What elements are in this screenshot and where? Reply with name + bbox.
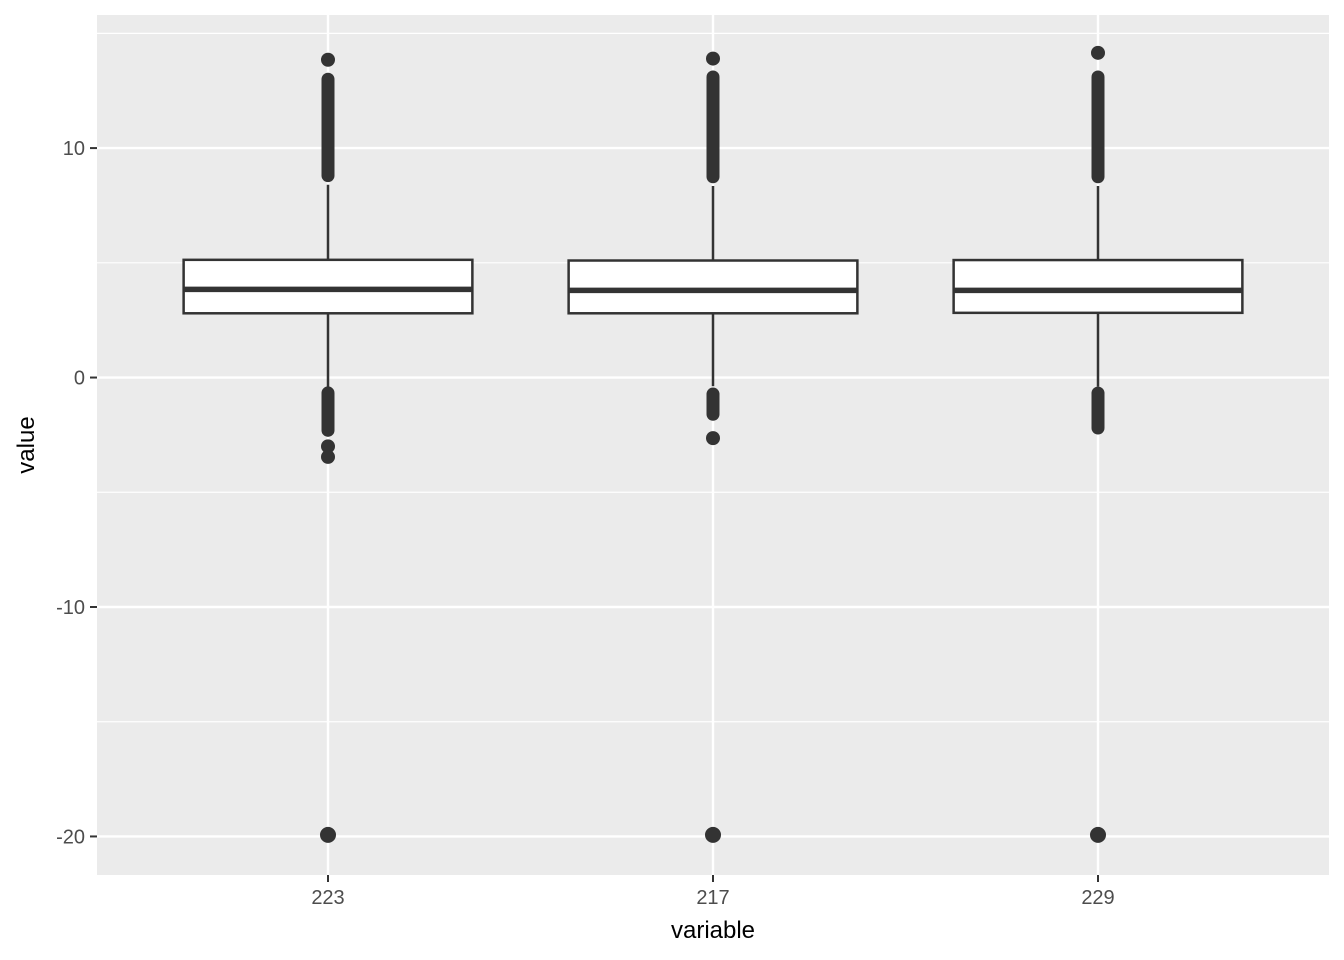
- x-tick-label: 223: [311, 887, 344, 909]
- iqr-box: [182, 258, 474, 315]
- outlier-dot: [1090, 826, 1106, 843]
- y-tick-label: 10: [63, 138, 85, 160]
- x-axis-title: variable: [670, 917, 756, 944]
- iqr-box: [952, 258, 1244, 315]
- iqr-box: [567, 259, 859, 315]
- y-tick-label: -20: [56, 826, 85, 848]
- x-tick-label: 229: [1081, 887, 1114, 909]
- outlier-dot: [320, 826, 336, 843]
- y-tick-label: 0: [74, 368, 85, 390]
- outlier-dot: [321, 439, 335, 454]
- outlier-dot: [321, 52, 335, 67]
- y-axis-title: value: [13, 416, 40, 474]
- outlier-dot: [1091, 45, 1105, 60]
- outlier-dot: [706, 51, 720, 66]
- outlier-dot: [706, 431, 720, 446]
- outlier-dot: [321, 449, 335, 464]
- x-tick-label: 217: [696, 887, 729, 909]
- y-tick-label: -10: [56, 597, 85, 619]
- outlier-dot: [705, 826, 721, 843]
